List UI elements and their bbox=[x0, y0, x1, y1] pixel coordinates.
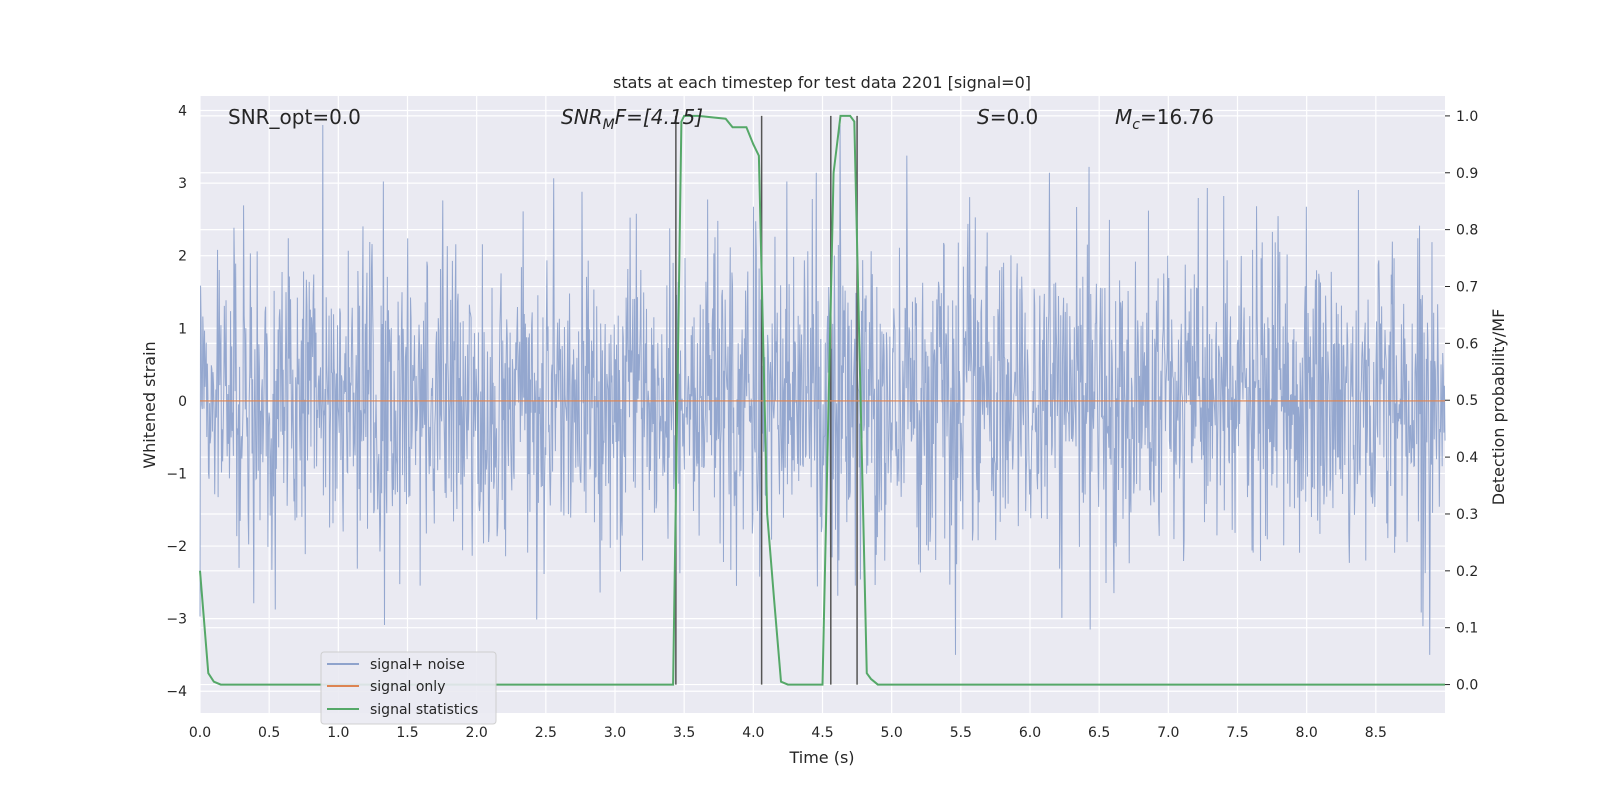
y-left-tick-label-1: 3 bbox=[178, 176, 187, 192]
x-tick-label-10: 5.0 bbox=[881, 725, 903, 741]
series-line-noise bbox=[199, 125, 1446, 655]
mc-main: M bbox=[1115, 105, 1132, 129]
annotation-snr-opt: SNR_opt=0.0 bbox=[228, 105, 361, 129]
x-tick-label-17: 8.5 bbox=[1365, 725, 1387, 741]
y-right-tick-label-7: 0.3 bbox=[1456, 507, 1478, 523]
x-tick-label-16: 8.0 bbox=[1296, 725, 1318, 741]
x-tick-label-7: 3.5 bbox=[673, 725, 695, 741]
y-left-tick-label-7: −3 bbox=[166, 612, 187, 628]
x-tick-label-13: 6.5 bbox=[1088, 725, 1110, 741]
y-left-tick-labels: 4 3 2 1 0 −1 −2 −3 −4 bbox=[166, 104, 187, 701]
y-left-tick-label-3: 1 bbox=[178, 321, 187, 337]
x-axis-title: Time (s) bbox=[788, 748, 854, 767]
x-tick-label-3: 1.5 bbox=[396, 725, 418, 741]
legend-label-noise: signal+ noise bbox=[370, 657, 465, 673]
y-right-tick-label-3: 0.7 bbox=[1456, 280, 1478, 296]
y-right-tick-labels: 1.0 0.9 0.8 0.7 0.6 0.5 0.4 0.3 0.2 0.1 0.0 bbox=[1445, 109, 1478, 694]
y-right-tick-label-2: 0.8 bbox=[1456, 223, 1478, 239]
y-left-tick-label-6: −2 bbox=[166, 539, 187, 555]
x-tick-label-15: 7.5 bbox=[1226, 725, 1248, 741]
y-right-tick-label-4: 0.6 bbox=[1456, 336, 1478, 352]
noise-series bbox=[199, 125, 1446, 655]
chart-title: stats at each timestep for test data 220… bbox=[613, 73, 1031, 92]
x-tick-label-8: 4.0 bbox=[742, 725, 764, 741]
x-tick-label-6: 3.0 bbox=[604, 725, 626, 741]
mc-rest: =16.76 bbox=[1140, 105, 1214, 129]
annotation-s: S=0.0 bbox=[977, 105, 1038, 129]
x-tick-label-4: 2.0 bbox=[466, 725, 488, 741]
y-right-axis-title: Detection probability/MF bbox=[1489, 309, 1508, 506]
y-right-tick-label-5: 0.5 bbox=[1456, 393, 1478, 409]
legend: signal+ noise signal only signal statist… bbox=[320, 651, 497, 725]
y-right-tick-label-1: 0.9 bbox=[1456, 166, 1478, 182]
legend-box bbox=[320, 651, 497, 725]
signal-statistics-series bbox=[199, 114, 1445, 686]
x-tick-label-9: 4.5 bbox=[811, 725, 833, 741]
s-main: S bbox=[977, 105, 990, 129]
x-tick-label-2: 1.0 bbox=[327, 725, 349, 741]
y-left-axis-title: Whitened strain bbox=[140, 341, 159, 468]
grid bbox=[199, 96, 1445, 713]
y-right-tick-label-8: 0.2 bbox=[1456, 564, 1478, 580]
mc-sub: c bbox=[1132, 117, 1140, 133]
y-left-tick-label-5: −1 bbox=[166, 466, 187, 482]
legend-label-signal-only: signal only bbox=[370, 679, 445, 695]
x-tick-label-1: 0.5 bbox=[258, 725, 280, 741]
y-left-tick-label-8: −4 bbox=[166, 684, 187, 700]
y-right-tick-label-10: 0.0 bbox=[1456, 678, 1478, 694]
y-left-tick-label-0: 4 bbox=[178, 104, 187, 120]
x-tick-label-14: 7.0 bbox=[1157, 725, 1179, 741]
x-tick-label-11: 5.5 bbox=[950, 725, 972, 741]
y-right-tick-label-6: 0.4 bbox=[1456, 450, 1478, 466]
x-tick-label-5: 2.5 bbox=[535, 725, 557, 741]
legend-label-statistics: signal statistics bbox=[370, 702, 478, 718]
annotation-mc: Mc=16.76 bbox=[1115, 105, 1214, 133]
snr-mf-main: SNR bbox=[561, 105, 603, 129]
y-left-tick-label-2: 2 bbox=[178, 249, 187, 265]
x-tick-label-12: 6.0 bbox=[1019, 725, 1041, 741]
x-tick-labels: 0.0 0.5 1.0 1.5 2.0 2.5 3.0 3.5 4.0 4.5 5.0 5.5 6.0 6… bbox=[189, 725, 1387, 741]
snr-mf-sub: M bbox=[603, 117, 615, 133]
y-right-tick-label-9: 0.1 bbox=[1456, 621, 1478, 637]
series-line-statistics bbox=[199, 114, 1445, 686]
snr-mf-rest: F=[4.15] bbox=[615, 105, 703, 129]
x-tick-label-0: 0.0 bbox=[189, 725, 211, 741]
s-rest: =0.0 bbox=[990, 105, 1039, 129]
annotation-snr-mf: SNRMF=[4.15] bbox=[561, 105, 703, 133]
y-left-tick-label-4: 0 bbox=[178, 394, 187, 410]
y-right-tick-label-0: 1.0 bbox=[1456, 109, 1478, 125]
